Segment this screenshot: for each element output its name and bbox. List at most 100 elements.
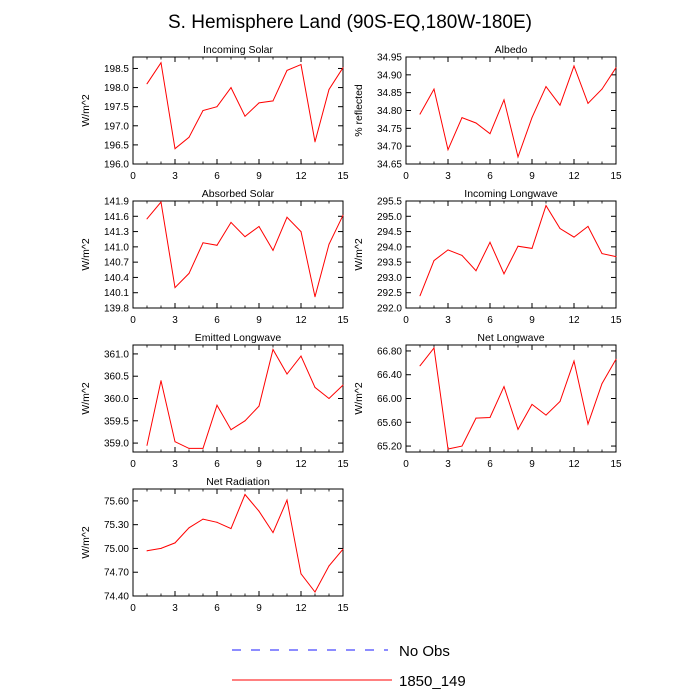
data-point bbox=[272, 532, 274, 534]
y-tick-label: 294.0 bbox=[377, 242, 402, 253]
data-point bbox=[314, 591, 316, 593]
y-tick-label: 361.0 bbox=[104, 349, 129, 360]
x-tick-label: 15 bbox=[337, 315, 349, 326]
panel-title: Emitted Longwave bbox=[195, 332, 282, 344]
data-point bbox=[258, 405, 260, 407]
panel-net-radiation: Net Radiation W/m^2 0 3 6 9 12 15 74.40 74.70 75.0… bbox=[80, 476, 349, 614]
data-point bbox=[517, 428, 519, 430]
data-point bbox=[461, 117, 463, 119]
x-tick-label: 12 bbox=[295, 603, 307, 614]
data-point bbox=[517, 156, 519, 158]
data-point bbox=[587, 423, 589, 425]
series-line-1850-149 bbox=[146, 61, 344, 150]
data-point bbox=[615, 256, 617, 258]
x-tick-label: 0 bbox=[403, 315, 409, 326]
y-tick-label: 359.0 bbox=[104, 439, 129, 450]
data-point bbox=[433, 88, 435, 90]
data-point bbox=[328, 565, 330, 567]
data-point bbox=[272, 249, 274, 251]
plot-frame bbox=[132, 488, 344, 597]
series-line-1850-149 bbox=[146, 493, 344, 593]
panel-title: Albedo bbox=[495, 44, 528, 56]
data-point bbox=[328, 243, 330, 245]
x-tick-label: 0 bbox=[403, 171, 409, 182]
data-point bbox=[216, 244, 218, 246]
y-tick-label: 34.80 bbox=[377, 106, 402, 117]
data-point bbox=[216, 404, 218, 406]
panel-title: Incoming Solar bbox=[203, 44, 274, 56]
plot-frame bbox=[405, 200, 617, 309]
data-point bbox=[286, 373, 288, 375]
data-point bbox=[230, 528, 232, 530]
x-tick-label: 12 bbox=[568, 315, 580, 326]
data-point bbox=[601, 383, 603, 385]
series-line-1850-149 bbox=[419, 204, 617, 296]
y-tick-label: 196.0 bbox=[104, 160, 129, 171]
plot-frame bbox=[405, 56, 617, 165]
panel-title: Incoming Longwave bbox=[464, 188, 558, 200]
x-tick-label: 12 bbox=[568, 459, 580, 470]
data-point bbox=[146, 218, 148, 220]
data-point bbox=[286, 216, 288, 218]
data-point bbox=[202, 518, 204, 520]
panel-title: Net Radiation bbox=[206, 476, 270, 488]
data-point bbox=[419, 365, 421, 367]
x-tick-label: 6 bbox=[487, 171, 493, 182]
data-point bbox=[461, 445, 463, 447]
x-tick-label: 6 bbox=[214, 603, 220, 614]
data-point bbox=[314, 386, 316, 388]
y-tick-label: 75.00 bbox=[104, 544, 129, 555]
x-tick-label: 12 bbox=[295, 459, 307, 470]
y-axis-label: W/m^2 bbox=[80, 382, 92, 415]
plot-frame bbox=[132, 344, 344, 453]
x-tick-label: 0 bbox=[130, 315, 136, 326]
data-point bbox=[503, 273, 505, 275]
y-tick-label: 140.7 bbox=[104, 258, 129, 269]
data-point bbox=[272, 348, 274, 350]
x-tick-label: 3 bbox=[172, 603, 178, 614]
data-point bbox=[587, 102, 589, 104]
data-point bbox=[447, 149, 449, 151]
data-point bbox=[146, 444, 148, 446]
data-point bbox=[216, 106, 218, 108]
data-point bbox=[314, 296, 316, 298]
y-tick-label: 66.80 bbox=[377, 346, 402, 357]
y-tick-label: 34.85 bbox=[377, 88, 402, 99]
y-tick-label: 74.40 bbox=[104, 592, 129, 603]
y-tick-label: 34.95 bbox=[377, 53, 402, 64]
data-point bbox=[258, 225, 260, 227]
y-tick-label: 196.5 bbox=[104, 140, 129, 151]
data-point bbox=[601, 88, 603, 90]
series-line-1850-149 bbox=[146, 348, 344, 449]
data-point bbox=[174, 148, 176, 150]
data-point bbox=[615, 358, 617, 360]
data-point bbox=[489, 133, 491, 135]
data-point bbox=[244, 494, 246, 496]
plot-frame bbox=[132, 56, 344, 165]
y-tick-label: 197.5 bbox=[104, 102, 129, 113]
y-tick-label: 66.40 bbox=[377, 370, 402, 381]
data-point bbox=[230, 87, 232, 89]
x-tick-label: 15 bbox=[337, 171, 349, 182]
data-point bbox=[475, 270, 477, 272]
x-tick-label: 12 bbox=[568, 171, 580, 182]
x-tick-label: 15 bbox=[337, 459, 349, 470]
y-axis-label: % reflected bbox=[353, 84, 365, 137]
data-point bbox=[300, 64, 302, 66]
x-tick-label: 3 bbox=[172, 171, 178, 182]
data-point bbox=[489, 417, 491, 419]
data-point bbox=[230, 429, 232, 431]
data-point bbox=[559, 400, 561, 402]
x-tick-label: 6 bbox=[214, 171, 220, 182]
x-tick-label: 3 bbox=[445, 171, 451, 182]
data-point bbox=[601, 253, 603, 255]
panel-net-longwave: Net Longwave W/m^2 0 3 6 9 12 15 65.20 65.60 66.00… bbox=[353, 332, 622, 470]
figure-title: S. Hemisphere Land (90S-EQ,180W-180E) bbox=[168, 12, 532, 33]
y-tick-label: 139.8 bbox=[104, 304, 129, 315]
data-point bbox=[433, 347, 435, 349]
panel-incoming-longwave: Incoming Longwave W/m^2 0 3 6 9 12 15 292.0 292.5… bbox=[353, 188, 622, 326]
y-tick-label: 360.5 bbox=[104, 372, 129, 383]
data-point bbox=[160, 380, 162, 382]
y-tick-label: 295.0 bbox=[377, 212, 402, 223]
y-tick-label: 34.90 bbox=[377, 70, 402, 81]
